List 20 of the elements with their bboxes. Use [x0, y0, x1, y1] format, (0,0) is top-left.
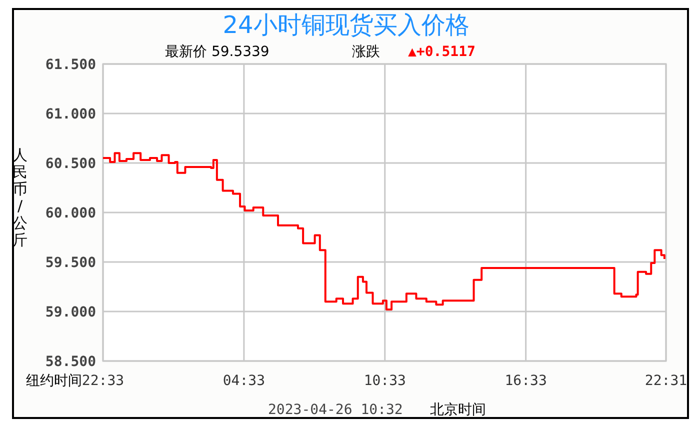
y-tick-label: 59.500 — [45, 255, 96, 271]
text: ▲+0.5117 — [408, 44, 476, 60]
y-tick-label: 60.500 — [45, 156, 96, 172]
x-tick-label: 16:33 — [504, 373, 547, 389]
y-tick-label: 60.000 — [45, 206, 96, 222]
chart-title: 24小时铜现货买入价格 — [222, 11, 470, 39]
text: 涨跌 — [352, 44, 380, 60]
text: 2023-04-26 10:32 — [268, 402, 403, 418]
y-tick-label: 61.000 — [45, 106, 96, 122]
y-axis-title: 人民币/公斤 — [12, 146, 28, 249]
y-tick-label: 61.500 — [45, 57, 96, 73]
x-tick-label: 22:33 — [82, 373, 124, 389]
x-tick-label: 10:33 — [364, 373, 406, 389]
y-tick-label: 59.000 — [45, 304, 96, 320]
text: 北京时间 — [430, 402, 486, 418]
y-tick-label: 58.500 — [45, 354, 96, 370]
x-axis-title: 纽约时间 — [26, 373, 82, 389]
x-tick-label: 22:31 — [644, 373, 688, 389]
x-tick-label: 04:33 — [222, 373, 266, 389]
text: 最新价 59.5339 — [165, 44, 270, 60]
